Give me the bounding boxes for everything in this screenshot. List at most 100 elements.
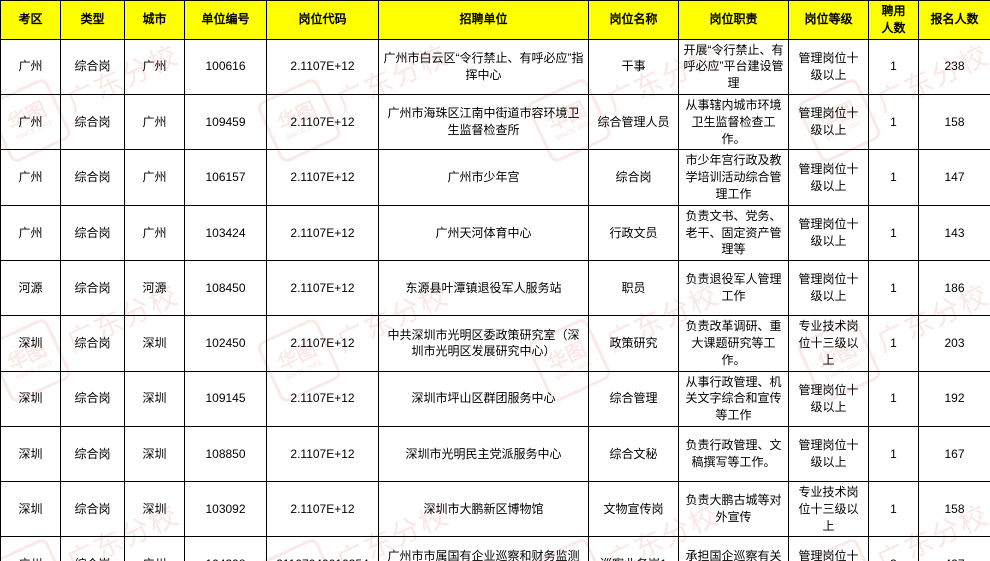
table-header-row: 考区类型城市单位编号岗位代码招聘单位岗位名称岗位职责岗位等级聘用人数报名人数 xyxy=(1,1,990,40)
cell-post_code: 2.1107E+12 xyxy=(267,205,379,260)
cell-apply_num: 427 xyxy=(919,537,990,561)
cell-post_code: 2.1107E+12 xyxy=(267,39,379,94)
cell-employer: 深圳市光明民主党派服务中心 xyxy=(379,426,589,481)
cell-unit_no: 109145 xyxy=(185,371,267,426)
table-row: 广州综合岗广州1094592.1107E+12广州市海珠区江南中街道市容环境卫生… xyxy=(1,94,990,149)
cell-apply_num: 143 xyxy=(919,205,990,260)
cell-duties: 市少年宫行政及教学培训活动综合管理工作 xyxy=(679,150,789,205)
cell-type: 综合岗 xyxy=(61,94,125,149)
cell-type: 综合岗 xyxy=(61,205,125,260)
cell-apply_num: 238 xyxy=(919,39,990,94)
table-row: 深圳综合岗深圳1030922.1107E+12深圳市大鹏新区博物馆文物宣传岗负责… xyxy=(1,481,990,536)
cell-duties: 从事辖内城市环境卫生监督检查工作。 xyxy=(679,94,789,149)
cell-unit_no: 103424 xyxy=(185,205,267,260)
cell-unit_no: 108850 xyxy=(185,426,267,481)
cell-hire_num: 1 xyxy=(869,39,919,94)
cell-post_name: 职员 xyxy=(589,261,679,316)
col-header-duties: 岗位职责 xyxy=(679,1,789,40)
cell-hire_num: 1 xyxy=(869,94,919,149)
cell-hire_num: 3 xyxy=(869,537,919,561)
table-body: 广州综合岗广州1006162.1107E+12广州市白云区“令行禁止、有呼必应”… xyxy=(1,39,990,561)
cell-city: 深圳 xyxy=(125,316,185,371)
cell-exam_area: 深圳 xyxy=(1,481,61,536)
cell-exam_area: 深圳 xyxy=(1,316,61,371)
cell-post_code: 21107040010354 xyxy=(267,537,379,561)
col-header-exam_area: 考区 xyxy=(1,1,61,40)
cell-employer: 中共深圳市光明区委政策研究室（深圳市光明区发展研究中心） xyxy=(379,316,589,371)
cell-apply_num: 186 xyxy=(919,261,990,316)
cell-city: 河源 xyxy=(125,261,185,316)
cell-employer: 广州市白云区“令行禁止、有呼必应”指挥中心 xyxy=(379,39,589,94)
cell-city: 广州 xyxy=(125,150,185,205)
table-row: 深圳综合岗深圳1024502.1107E+12中共深圳市光明区委政策研究室（深圳… xyxy=(1,316,990,371)
col-header-city: 城市 xyxy=(125,1,185,40)
cell-city: 广州 xyxy=(125,537,185,561)
cell-type: 综合岗 xyxy=(61,481,125,536)
cell-unit_no: 109459 xyxy=(185,94,267,149)
cell-city: 广州 xyxy=(125,94,185,149)
cell-level: 管理岗位十级以上 xyxy=(789,426,869,481)
cell-type: 综合岗 xyxy=(61,537,125,561)
cell-apply_num: 147 xyxy=(919,150,990,205)
cell-apply_num: 192 xyxy=(919,371,990,426)
cell-duties: 承担国企巡察有关工作 xyxy=(679,537,789,561)
cell-exam_area: 深圳 xyxy=(1,426,61,481)
table-row: 广州综合岗广州1061572.1107E+12广州市少年宫综合岗市少年宫行政及教… xyxy=(1,150,990,205)
cell-level: 管理岗位十级以上 xyxy=(789,94,869,149)
cell-level: 专业技术岗位十三级以上 xyxy=(789,481,869,536)
cell-exam_area: 广州 xyxy=(1,537,61,561)
col-header-hire_num: 聘用人数 xyxy=(869,1,919,40)
cell-unit_no: 103092 xyxy=(185,481,267,536)
cell-apply_num: 158 xyxy=(919,481,990,536)
cell-city: 广州 xyxy=(125,205,185,260)
cell-hire_num: 1 xyxy=(869,261,919,316)
cell-type: 综合岗 xyxy=(61,39,125,94)
col-header-type: 类型 xyxy=(61,1,125,40)
cell-exam_area: 河源 xyxy=(1,261,61,316)
cell-post_name: 文物宣传岗 xyxy=(589,481,679,536)
cell-level: 管理岗位十级以上 xyxy=(789,150,869,205)
cell-level: 专业技术岗位十三级以上 xyxy=(789,316,869,371)
cell-employer: 广州市海珠区江南中街道市容环境卫生监督检查所 xyxy=(379,94,589,149)
col-header-level: 岗位等级 xyxy=(789,1,869,40)
cell-post_name: 综合管理 xyxy=(589,371,679,426)
col-header-post_name: 岗位名称 xyxy=(589,1,679,40)
cell-level: 管理岗位十级以上 xyxy=(789,205,869,260)
cell-post_code: 2.1107E+12 xyxy=(267,150,379,205)
table-row: 广州综合岗广州10439821107040010354广州市市属国有企业巡察和财… xyxy=(1,537,990,561)
cell-hire_num: 1 xyxy=(869,316,919,371)
table-row: 深圳综合岗深圳1088502.1107E+12深圳市光明民主党派服务中心综合文秘… xyxy=(1,426,990,481)
cell-level: 管理岗位十级以上 xyxy=(789,371,869,426)
cell-level: 管理岗位十级以上 xyxy=(789,261,869,316)
cell-post_name: 综合岗 xyxy=(589,150,679,205)
cell-type: 综合岗 xyxy=(61,150,125,205)
recruitment-table: 考区类型城市单位编号岗位代码招聘单位岗位名称岗位职责岗位等级聘用人数报名人数 广… xyxy=(0,0,990,561)
cell-duties: 负责大鹏古城等对外宣传 xyxy=(679,481,789,536)
cell-exam_area: 广州 xyxy=(1,39,61,94)
cell-post_name: 巡察业务岗1 xyxy=(589,537,679,561)
col-header-post_code: 岗位代码 xyxy=(267,1,379,40)
cell-hire_num: 1 xyxy=(869,205,919,260)
cell-exam_area: 深圳 xyxy=(1,371,61,426)
cell-apply_num: 167 xyxy=(919,426,990,481)
cell-apply_num: 203 xyxy=(919,316,990,371)
cell-hire_num: 1 xyxy=(869,426,919,481)
cell-hire_num: 1 xyxy=(869,150,919,205)
cell-employer: 广州市市属国有企业巡察和财务监测事务中心 xyxy=(379,537,589,561)
cell-apply_num: 158 xyxy=(919,94,990,149)
cell-city: 深圳 xyxy=(125,426,185,481)
cell-hire_num: 1 xyxy=(869,371,919,426)
cell-type: 综合岗 xyxy=(61,316,125,371)
cell-level: 管理岗位十级以上 xyxy=(789,537,869,561)
cell-post_code: 2.1107E+12 xyxy=(267,261,379,316)
cell-duties: 负责行政管理、文稿撰写等工作。 xyxy=(679,426,789,481)
cell-duties: 负责退役军人管理工作 xyxy=(679,261,789,316)
cell-city: 深圳 xyxy=(125,371,185,426)
col-header-unit_no: 单位编号 xyxy=(185,1,267,40)
cell-post_code: 2.1107E+12 xyxy=(267,371,379,426)
cell-employer: 深圳市大鹏新区博物馆 xyxy=(379,481,589,536)
cell-exam_area: 广州 xyxy=(1,205,61,260)
cell-type: 综合岗 xyxy=(61,371,125,426)
col-header-apply_num: 报名人数 xyxy=(919,1,990,40)
cell-post_name: 政策研究 xyxy=(589,316,679,371)
